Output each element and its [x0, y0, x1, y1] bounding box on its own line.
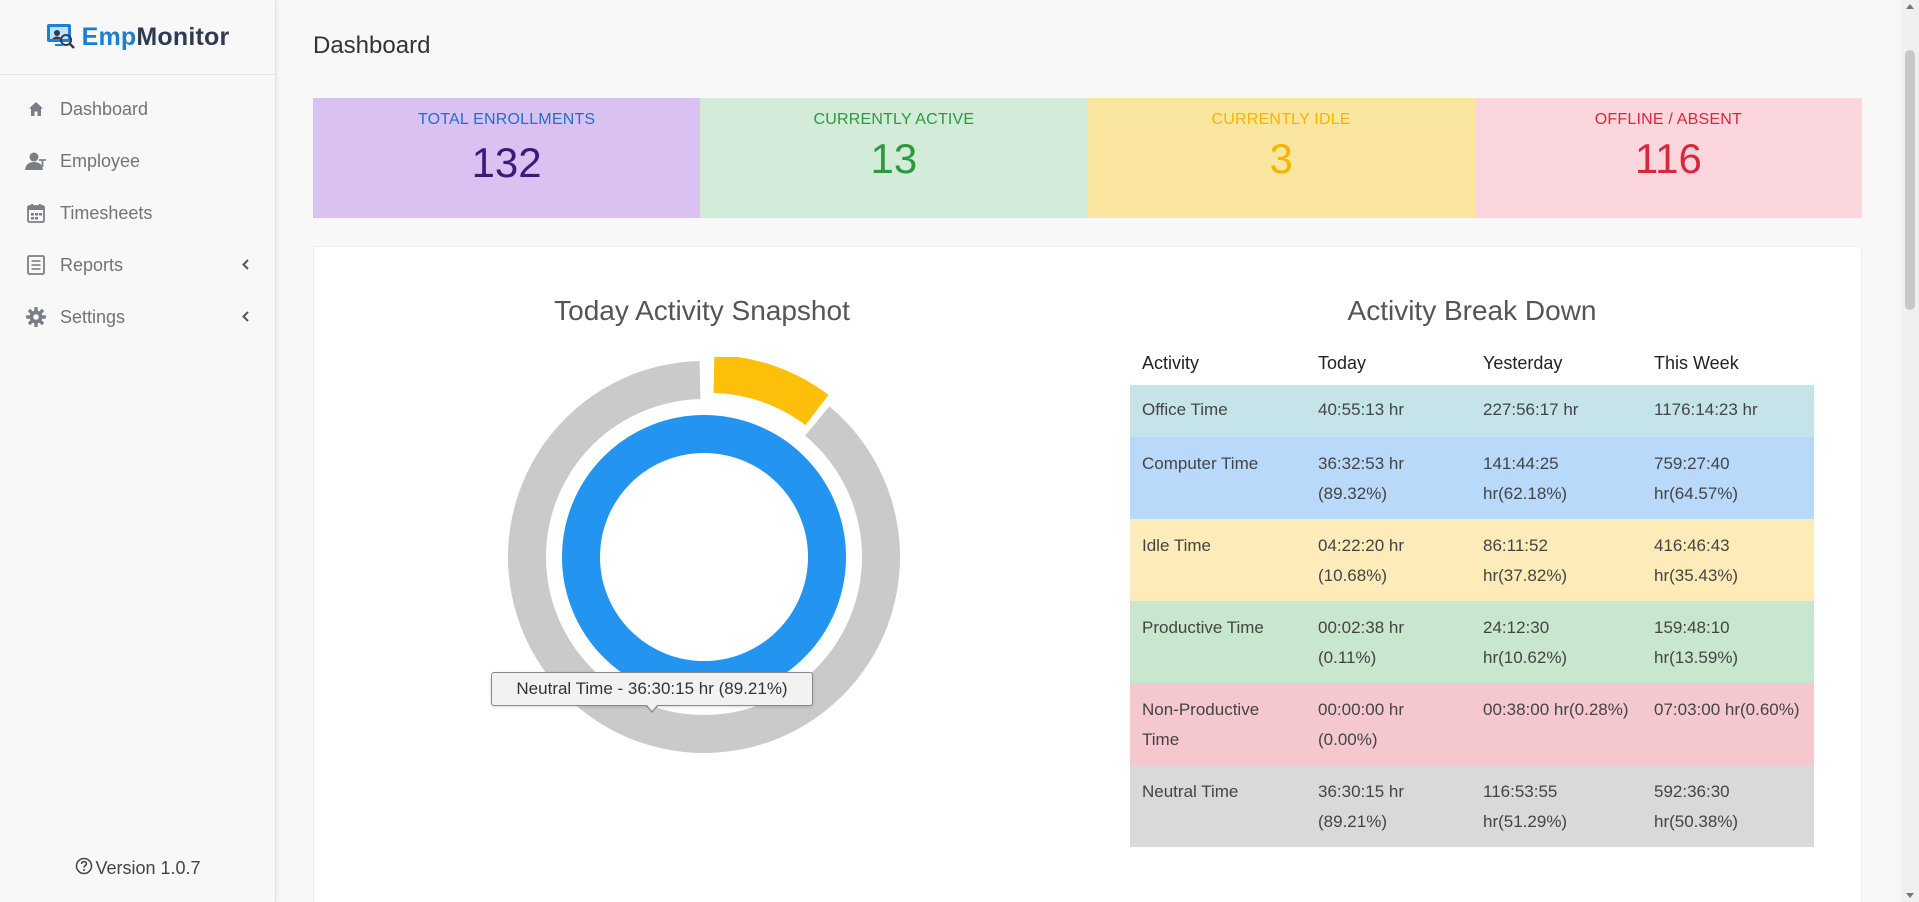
brand-name: EmpMonitor	[81, 22, 230, 51]
table-row: Non-Productive Time 00:00:00 hr (0.00%) …	[1130, 683, 1814, 765]
sidebar-item-timesheets[interactable]: Timesheets	[0, 187, 275, 239]
sidebar-item-dashboard[interactable]: Dashboard	[0, 83, 275, 135]
table-row: Neutral Time 36:30:15 hr (89.21%) 116:53…	[1130, 765, 1814, 847]
cell-week: 416:46:43 hr(35.43%)	[1642, 519, 1814, 601]
stat-total-enrollments[interactable]: TOTAL ENROLLMENTS 132	[313, 98, 701, 218]
column-header: Today	[1318, 352, 1367, 373]
sidebar-item-reports[interactable]: Reports	[0, 239, 275, 291]
activity-breakdown-table: Activity Today Yesterday This Week Offic…	[1130, 341, 1814, 847]
cell-week: 759:27:40 hr(64.57%)	[1642, 437, 1814, 519]
home-icon	[24, 97, 48, 121]
stat-label: TOTAL ENROLLMENTS	[417, 111, 596, 128]
cell-week: 07:03:00 hr(0.60%)	[1642, 683, 1814, 765]
cell-yesterday: 116:53:55 hr(51.29%)	[1471, 765, 1642, 847]
stat-value: 3	[1269, 135, 1293, 182]
stat-value: 13	[870, 135, 918, 182]
cell-activity: Computer Time	[1130, 437, 1306, 519]
sidebar-item-label: Reports	[60, 254, 124, 275]
snapshot-title: Today Activity Snapshot	[554, 295, 850, 326]
vertical-scrollbar[interactable]	[1901, 0, 1919, 902]
cell-today: 00:00:00 hr (0.00%)	[1306, 683, 1471, 765]
stat-currently-idle[interactable]: CURRENTLY IDLE 3	[1087, 98, 1475, 218]
brand-logo[interactable]: EmpMonitor	[0, 0, 275, 75]
scroll-thumb[interactable]	[1905, 50, 1915, 310]
cell-activity: Non-Productive Time	[1130, 683, 1306, 765]
stat-value: 116	[1634, 135, 1702, 182]
cell-today: 36:32:53 hr (89.32%)	[1306, 437, 1471, 519]
monitor-logo-icon	[46, 22, 76, 52]
calendar-icon	[24, 201, 48, 225]
cell-yesterday: 141:44:25 hr(62.18%)	[1471, 437, 1642, 519]
cell-week: 159:48:10 hr(13.59%)	[1642, 601, 1814, 683]
stat-label: CURRENTLY ACTIVE	[813, 111, 975, 128]
table-row: Productive Time 00:02:38 hr (0.11%) 24:1…	[1130, 601, 1814, 683]
sidebar-item-label: Settings	[60, 306, 126, 327]
donut-slice-idle-time[interactable]	[713, 357, 829, 426]
cell-today: 04:22:20 hr (10.68%)	[1306, 519, 1471, 601]
table-row: Office Time 40:55:13 hr 227:56:17 hr 117…	[1130, 385, 1814, 437]
cell-today: 40:55:13 hr	[1306, 385, 1471, 437]
column-header: Yesterday	[1483, 352, 1563, 373]
stats-bar: TOTAL ENROLLMENTS 132 CURRENTLY ACTIVE 1…	[313, 98, 1862, 218]
tooltip-text: Neutral Time - 36:30:15 hr (89.21%)	[516, 679, 788, 698]
stat-value: 132	[471, 139, 542, 186]
breakdown-title: Activity Break Down	[1347, 295, 1597, 326]
cell-today: 36:30:15 hr (89.21%)	[1306, 765, 1471, 847]
column-header: This Week	[1654, 352, 1739, 373]
sidebar-nav: Dashboard Employee Timesheets Reports	[0, 83, 275, 343]
sidebar-item-label: Dashboard	[60, 98, 149, 119]
chevron-left-icon	[241, 255, 251, 276]
table-row: Computer Time 36:32:53 hr (89.32%) 141:4…	[1130, 437, 1814, 519]
sidebar-item-label: Timesheets	[60, 202, 153, 223]
table-header-row: Activity Today Yesterday This Week	[1130, 341, 1814, 385]
sidebar-item-label: Employee	[60, 150, 141, 171]
cell-yesterday: 86:11:52 hr(37.82%)	[1471, 519, 1642, 601]
help-circle-icon[interactable]	[75, 857, 93, 880]
tooltip-arrow	[645, 704, 659, 713]
cell-activity: Office Time	[1130, 385, 1306, 437]
table-row: Idle Time 04:22:20 hr (10.68%) 86:11:52 …	[1130, 519, 1814, 601]
scroll-down-arrow-icon[interactable]	[1906, 893, 1914, 898]
stat-label: OFFLINE / ABSENT	[1594, 111, 1742, 128]
donut-slice-computer-time[interactable]	[562, 415, 846, 699]
scroll-up-arrow-icon[interactable]	[1906, 4, 1914, 9]
stat-offline-absent[interactable]: OFFLINE / ABSENT 116	[1474, 98, 1862, 218]
cell-activity: Neutral Time	[1130, 765, 1306, 847]
column-header: Activity	[1142, 352, 1200, 373]
cell-yesterday: 227:56:17 hr	[1471, 385, 1642, 437]
report-icon	[24, 253, 48, 277]
stat-label: CURRENTLY IDLE	[1211, 111, 1351, 128]
chart-tooltip: Neutral Time - 36:30:15 hr (89.21%)	[491, 672, 813, 713]
version-label: Version 1.0.7	[95, 858, 201, 878]
page-title: Dashboard	[313, 32, 431, 59]
sidebar-item-employee[interactable]: Employee	[0, 135, 275, 187]
sidebar: EmpMonitor Dashboard Employee Timesheets…	[0, 0, 276, 902]
cell-week: 592:36:30 hr(50.38%)	[1642, 765, 1814, 847]
version-info: Version 1.0.7	[0, 857, 276, 880]
sidebar-item-settings[interactable]: Settings	[0, 291, 275, 343]
cell-yesterday: 24:12:30 hr(10.62%)	[1471, 601, 1642, 683]
gear-icon	[24, 305, 48, 329]
chevron-left-icon	[241, 307, 251, 328]
stat-currently-active[interactable]: CURRENTLY ACTIVE 13	[700, 98, 1088, 218]
cell-yesterday: 00:38:00 hr(0.28%)	[1471, 683, 1642, 765]
user-icon	[24, 149, 48, 173]
activity-card: Today Activity Snapshot Activity Break D…	[313, 246, 1862, 902]
cell-today: 00:02:38 hr (0.11%)	[1306, 601, 1471, 683]
cell-activity: Productive Time	[1130, 601, 1306, 683]
cell-week: 1176:14:23 hr	[1642, 385, 1814, 437]
cell-activity: Idle Time	[1130, 519, 1306, 601]
